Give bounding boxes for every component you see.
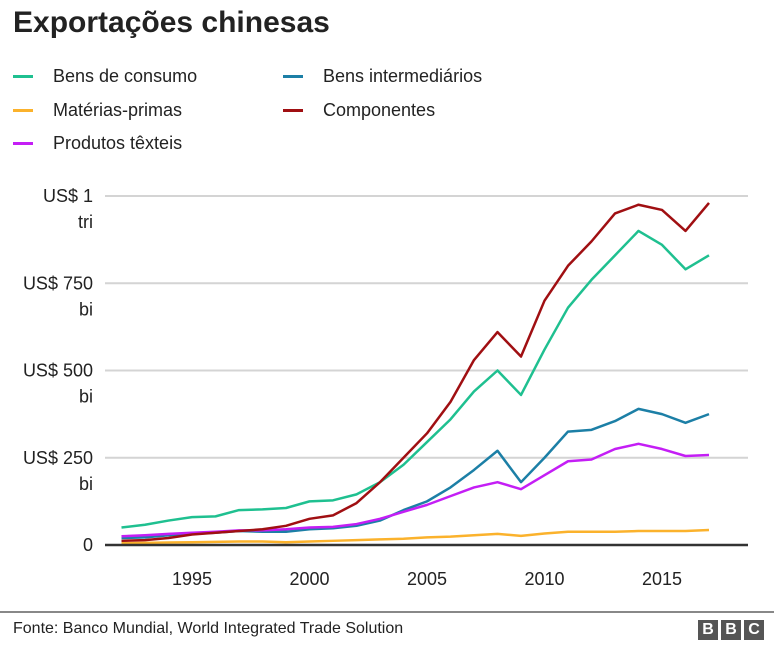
legend-label: Componentes	[323, 100, 436, 120]
chart-title: Exportações chinesas	[13, 6, 330, 39]
legend-swatch	[13, 109, 33, 112]
y-tick-label: bi	[79, 474, 93, 494]
legend-swatch	[13, 142, 33, 145]
y-tick-label: tri	[78, 212, 93, 232]
source-note: Fonte: Banco Mundial, World Integrated T…	[13, 620, 404, 637]
series-line-bens-de-consumo	[121, 229, 710, 529]
series-line-mat-rias-primas	[121, 528, 710, 545]
legend-label: Bens de consumo	[53, 66, 198, 86]
x-tick-label: 2005	[407, 569, 447, 589]
legend-item-componentes: Componentes	[283, 100, 435, 121]
legend-swatch	[283, 75, 303, 78]
footer-divider	[0, 611, 774, 613]
x-tick-label: 2010	[524, 569, 564, 589]
y-tick-label: US$ 750	[23, 273, 93, 293]
legend-item-materias-primas: Matérias-primas	[13, 100, 182, 121]
y-tick-label: US$ 1	[43, 186, 93, 206]
y-tick-label: US$ 250	[23, 448, 93, 468]
y-tick-label: bi	[79, 387, 93, 407]
series-line-componentes	[121, 202, 710, 543]
y-tick-label: US$ 500	[23, 361, 93, 381]
y-tick-label: 0	[83, 535, 93, 555]
legend-label: Produtos têxteis	[53, 133, 183, 153]
line-chart: 0 US$ 250 bi US$ 500 bi US$ 750 bi US$ 1 tri 1995…	[23, 186, 748, 589]
legend-label: Bens intermediários	[323, 66, 483, 86]
x-tick-label: 1995	[172, 569, 212, 589]
legend-swatch	[13, 75, 33, 78]
x-tick-label: 2000	[289, 569, 329, 589]
legend-swatch	[283, 109, 303, 112]
legend-item-bens-intermediarios: Bens intermediários	[283, 66, 482, 87]
x-tick-label: 2015	[642, 569, 682, 589]
y-tick-label: bi	[79, 299, 93, 319]
legend-item-bens-de-consumo: Bens de consumo	[13, 66, 197, 87]
legend-item-produtos-texteis: Produtos têxteis	[13, 133, 182, 154]
legend-label: Matérias-primas	[53, 100, 183, 120]
series-line-bens-intermedi-rios	[121, 407, 710, 540]
